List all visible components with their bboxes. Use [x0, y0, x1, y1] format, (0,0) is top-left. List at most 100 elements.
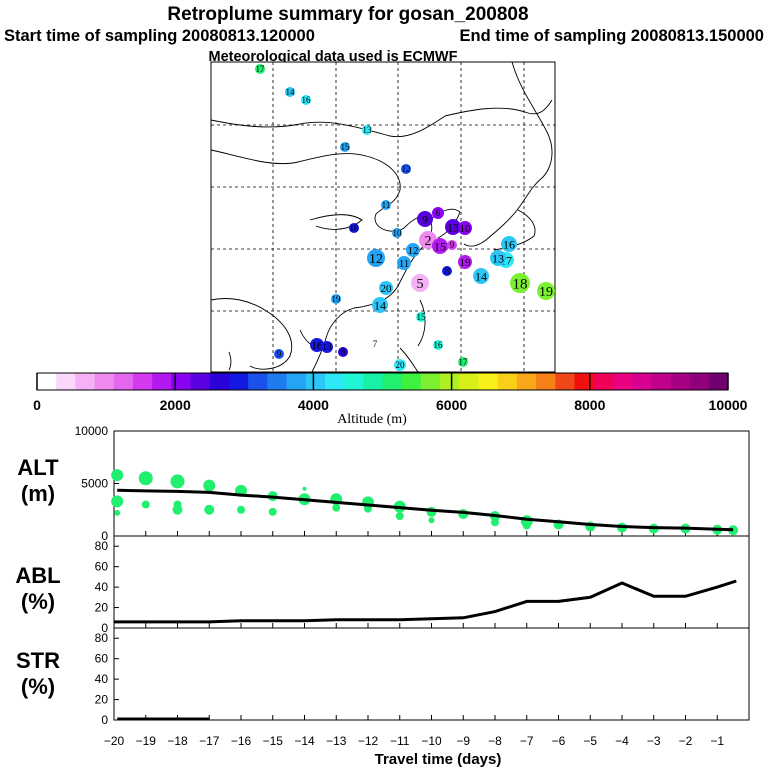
colorbar-cell — [574, 373, 595, 390]
alt-ytick-label: 0 — [101, 529, 108, 543]
abl-ytick-label: 0 — [101, 621, 108, 635]
map-marker — [301, 95, 311, 105]
map-marker — [417, 211, 433, 227]
map-marker — [381, 200, 391, 210]
map-marker-label: 15 — [417, 312, 427, 322]
map-marker — [447, 240, 457, 250]
abl-ytick-label: 40 — [95, 580, 109, 594]
abl-ytick-label: 60 — [95, 560, 109, 574]
colorbar-cell — [555, 373, 575, 390]
map-marker-label: 19 — [460, 257, 472, 269]
abl-plot-frame — [113, 535, 750, 629]
alt-cluster-point — [428, 517, 435, 524]
map-marker-label: 11 — [399, 258, 410, 270]
alt-cluster-point — [170, 474, 185, 489]
map-marker — [310, 338, 324, 352]
colorbar-cell — [94, 373, 115, 390]
alt-ytick-label: 5000 — [81, 477, 108, 491]
map-marker — [394, 359, 406, 371]
alt-cluster-point — [237, 505, 245, 514]
map-marker-label: 13 — [363, 125, 373, 135]
x-tick-label: −18 — [167, 734, 188, 748]
x-tick-label: −20 — [104, 734, 125, 748]
map-marker — [416, 312, 426, 322]
x-tick-label: −19 — [136, 734, 157, 748]
alt-cluster-point — [332, 503, 341, 512]
map-marker — [379, 281, 393, 295]
x-tick-label: −14 — [294, 734, 315, 748]
map-marker-label: 16 — [503, 237, 515, 251]
start-time-label: Start time of sampling 20080813.120000 — [4, 27, 315, 45]
map-marker-label: 18 — [350, 223, 360, 233]
colorbar-tick-label: 0 — [33, 397, 41, 413]
map-marker-label: 15 — [434, 239, 446, 253]
map-marker-label: 14 — [374, 298, 386, 312]
map-marker-label: 13 — [323, 342, 333, 352]
x-tick-label: −13 — [326, 734, 347, 748]
met-data-label: Meteorological data used is ECMWF — [209, 49, 458, 65]
map-marker-label: 8 — [341, 347, 346, 357]
colorbar-cell — [593, 373, 614, 390]
alt-cluster-points — [111, 469, 739, 536]
alt-cluster-point — [114, 509, 121, 516]
colorbar-cell — [612, 373, 633, 390]
colorbar-cell — [75, 373, 96, 390]
colorbar-cell — [324, 373, 345, 390]
abl-ytick-label: 20 — [95, 601, 109, 615]
map-marker-label: 19 — [332, 294, 342, 304]
colorbar-tick-label: 10000 — [709, 397, 748, 413]
map-marker-label: 11 — [382, 200, 391, 210]
x-axis-label: Travel time (days) — [375, 751, 502, 768]
alt-cluster-point — [172, 504, 183, 515]
abl-panel-unit: (%) — [21, 589, 55, 614]
map-marker-label: 17 — [459, 357, 469, 367]
str-plot-frame — [113, 627, 750, 721]
abl-panel: ABL (%) 0 20 40 60 80 — [15, 535, 750, 635]
map-marker — [401, 164, 411, 174]
colorbar-cell — [152, 373, 172, 390]
colorbar-cell — [209, 373, 230, 390]
map-marker-label: 20 — [381, 283, 393, 295]
map-marker — [458, 357, 468, 367]
map-marker — [537, 282, 555, 300]
map-marker-label: 15 — [341, 142, 351, 152]
colorbar-cell — [363, 373, 383, 390]
map-marker-label: 10 — [460, 223, 472, 235]
alt-cluster-point — [111, 469, 124, 482]
colorbar-cell — [382, 373, 403, 390]
colorbar-cell — [286, 373, 307, 390]
str-ytick-label: 40 — [95, 672, 109, 686]
colorbar-cell — [171, 373, 192, 390]
map-marker — [362, 125, 372, 135]
colorbar-cell — [632, 373, 652, 390]
map-marker-label: 9 — [277, 349, 282, 359]
map-marker — [490, 250, 506, 266]
map-marker — [432, 238, 448, 254]
colorbar-cell — [497, 373, 518, 390]
colorbar-cell — [132, 373, 153, 390]
alt-cluster-point — [268, 507, 277, 516]
map-marker-label: 16 — [312, 340, 324, 352]
colorbar-cell — [670, 373, 691, 390]
map-marker — [411, 274, 429, 292]
map-marker — [392, 228, 402, 238]
map-marker-label: 13 — [492, 251, 504, 265]
map-marker-label: 2 — [425, 234, 432, 249]
alt-mean-line — [117, 488, 734, 532]
x-tick-label: −2 — [679, 734, 693, 748]
colorbar-tick-label: 4000 — [298, 397, 329, 413]
map-marker — [338, 347, 348, 357]
str-y-axis: 0 20 40 60 80 — [95, 631, 119, 727]
alt-ytick-label: 10000 — [75, 424, 109, 438]
x-tick-label: −3 — [647, 734, 661, 748]
colorbar-cell — [305, 373, 326, 390]
map-marker — [349, 223, 359, 233]
map-marker-label: 13 — [447, 220, 459, 234]
alt-cluster-point — [141, 500, 150, 509]
map-marker — [255, 64, 265, 74]
alt-cluster-point — [364, 504, 372, 513]
abl-line — [114, 579, 737, 624]
abl-ytick-label: 80 — [95, 539, 109, 553]
